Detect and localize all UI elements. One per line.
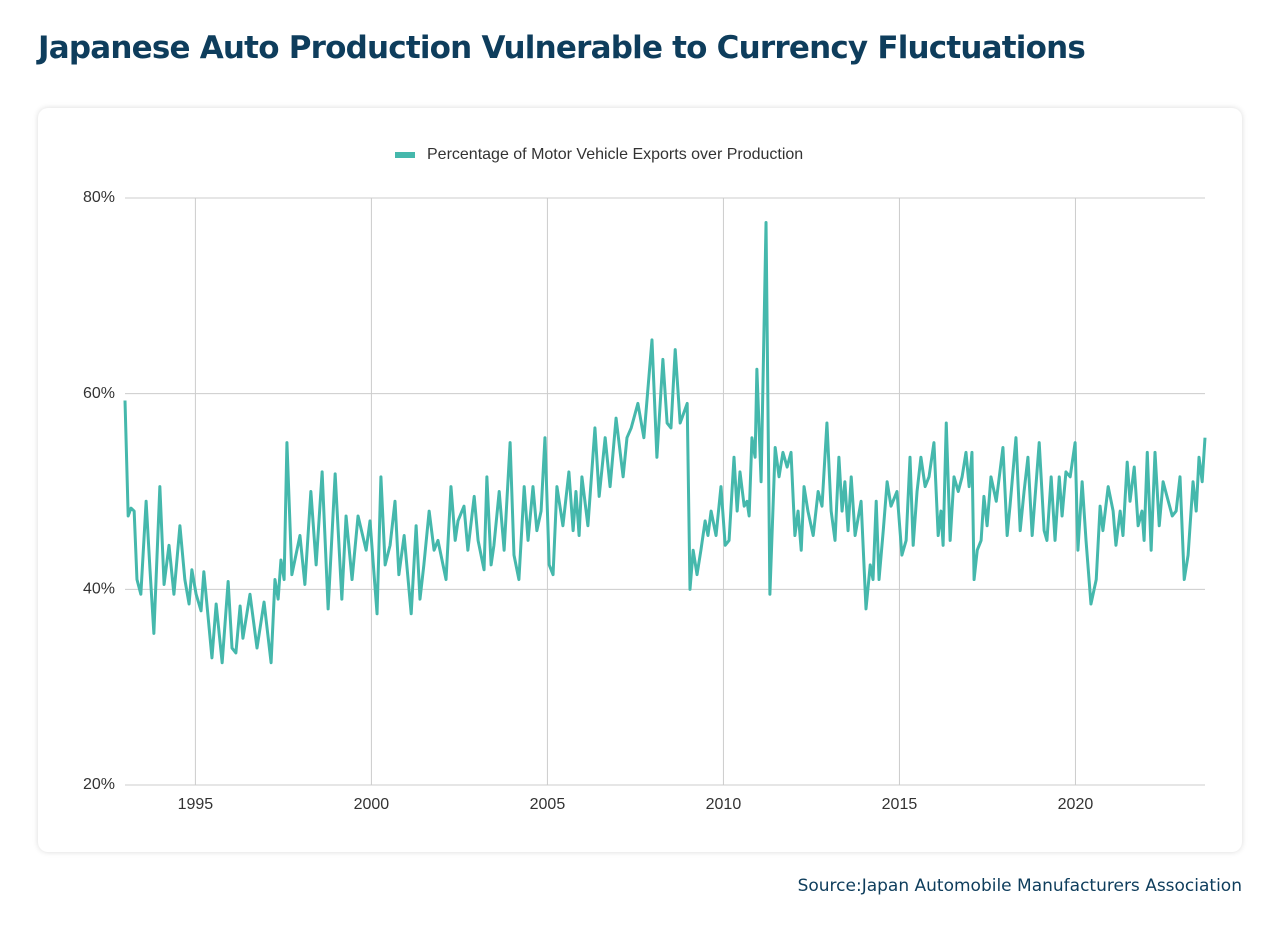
y-tick-label: 60% [83,385,115,402]
x-tick-label: 2010 [706,796,742,813]
legend-swatch [395,152,415,158]
x-tick-label: 1995 [178,796,214,813]
x-tick-label: 2005 [530,796,566,813]
x-tick-label: 2000 [354,796,390,813]
y-tick-label: 40% [83,581,115,598]
source-note: Source:Japan Automobile Manufacturers As… [797,876,1242,896]
data-line [123,220,1207,665]
chart-title: Japanese Auto Production Vulnerable to C… [38,30,1086,66]
y-tick-label: 80% [83,189,115,206]
x-tick-label: 2020 [1058,796,1094,813]
legend-label: Percentage of Motor Vehicle Exports over… [427,146,803,163]
y-tick-label: 20% [83,776,115,793]
x-tick-label: 2015 [882,796,918,813]
